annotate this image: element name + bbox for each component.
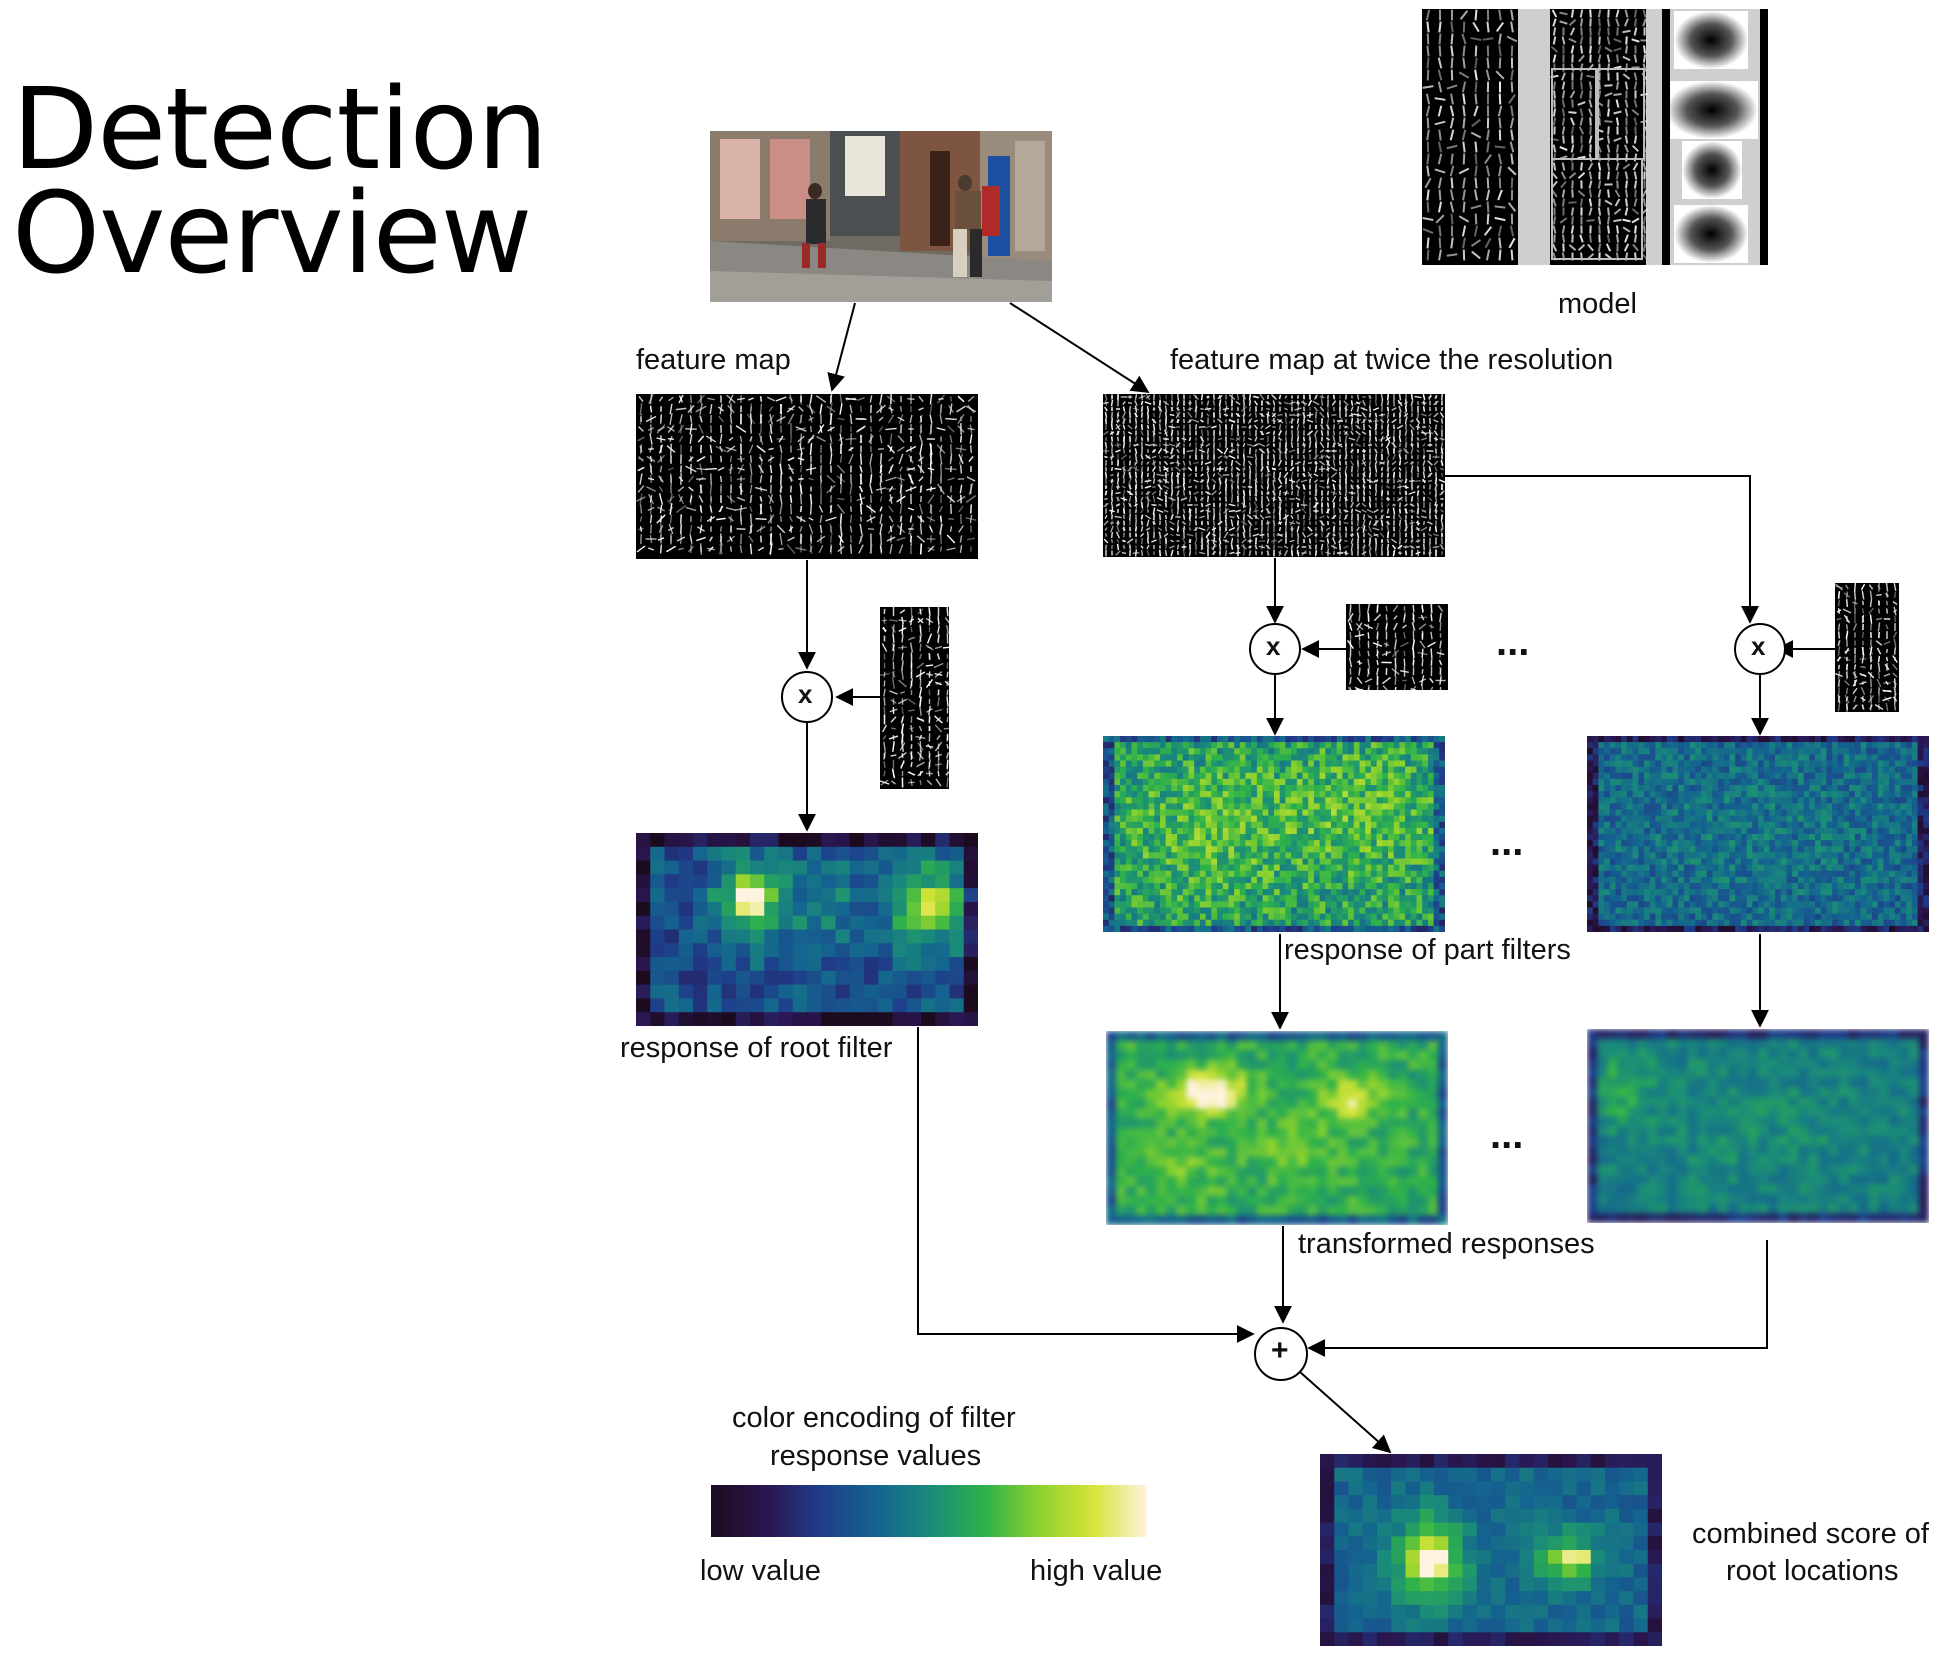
transformed-response-heatmap-2	[1587, 1029, 1929, 1223]
multiply-operator-root: x	[798, 679, 813, 709]
slide-title: Detection Overview	[12, 65, 548, 299]
label-model: model	[1558, 288, 1637, 320]
input-photo	[710, 131, 1052, 302]
label-high-value: high value	[1030, 1555, 1163, 1587]
part-filter-image-2	[1835, 583, 1899, 712]
multiply-operator-part-1: x	[1266, 631, 1281, 661]
ellipsis-transformed: ...	[1490, 1113, 1524, 1157]
part-filter-response-heatmap-1	[1103, 736, 1445, 932]
label-combined-score-1: combined score of	[1692, 1518, 1929, 1550]
feature-map-twice-image	[1103, 394, 1445, 557]
model-panel	[1422, 9, 1768, 265]
feature-map-image	[636, 394, 978, 559]
ellipsis-filters: ...	[1496, 620, 1530, 664]
multiply-operator-part-2: x	[1751, 631, 1766, 661]
root-filter-response-heatmap	[636, 833, 978, 1026]
combined-score-heatmap	[1320, 1454, 1662, 1646]
title-line-1: Detection	[12, 65, 548, 195]
part-filter-image-1	[1346, 604, 1448, 690]
label-feature-map: feature map	[636, 344, 791, 376]
label-low-value: low value	[700, 1555, 821, 1587]
root-filter-image	[880, 607, 949, 789]
label-feature-map-twice: feature map at twice the resolution	[1170, 344, 1614, 376]
label-transformed-responses: transformed responses	[1298, 1228, 1595, 1260]
label-response-root-filter: response of root filter	[620, 1032, 893, 1064]
colorbar	[711, 1485, 1147, 1537]
label-response-part-filters: response of part filters	[1284, 934, 1571, 966]
title-line-2: Overview	[12, 169, 532, 299]
ellipsis-responses: ...	[1490, 820, 1524, 864]
label-color-encoding-1: color encoding of filter	[732, 1402, 1016, 1434]
label-combined-score-2: root locations	[1726, 1555, 1899, 1587]
part-filter-response-heatmap-2	[1587, 736, 1929, 932]
transformed-response-heatmap-1	[1106, 1031, 1448, 1225]
label-color-encoding-2: response values	[770, 1440, 982, 1472]
add-operator: +	[1271, 1334, 1289, 1367]
